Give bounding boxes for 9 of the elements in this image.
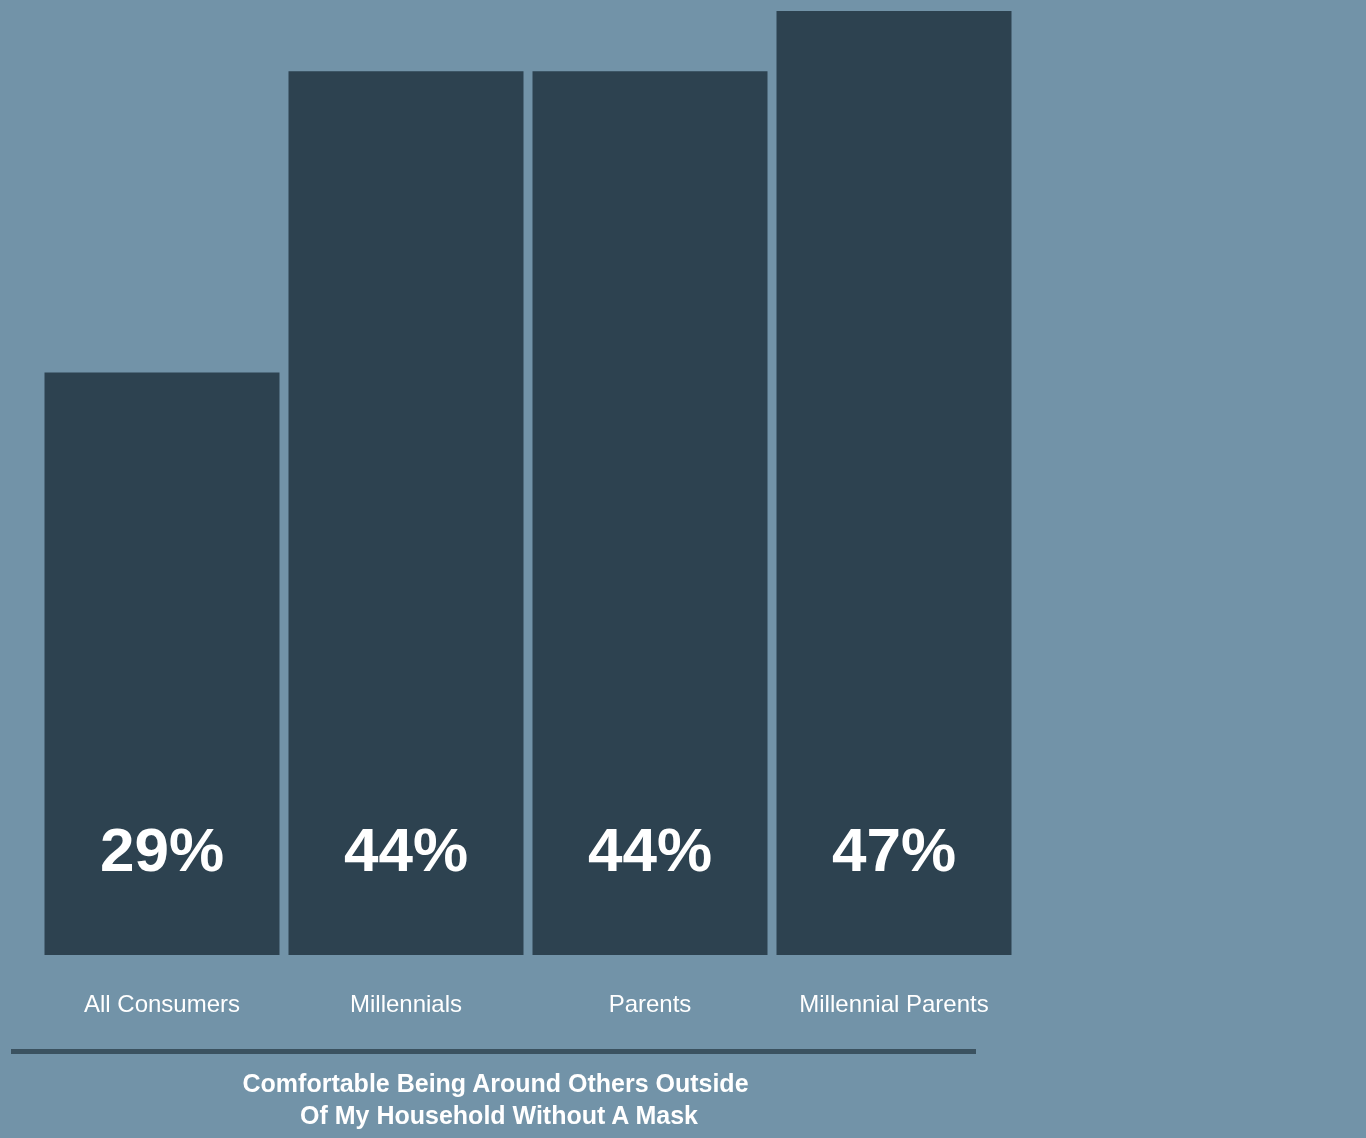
data-label: 44% <box>587 814 713 884</box>
x-tick-label: Millennials <box>349 989 463 1017</box>
x-tick-label: All Consumers <box>83 989 241 1017</box>
data-label: 44% <box>343 814 469 884</box>
x-tick-label: Parents <box>608 989 692 1017</box>
data-label: 29% <box>99 814 225 884</box>
data-label: 47% <box>831 814 957 884</box>
text: Comfortable Being Around Others Outside Of My Household Without A Mask <box>242 1069 756 1129</box>
x-tick-label: Millennial Parents <box>799 989 989 1017</box>
